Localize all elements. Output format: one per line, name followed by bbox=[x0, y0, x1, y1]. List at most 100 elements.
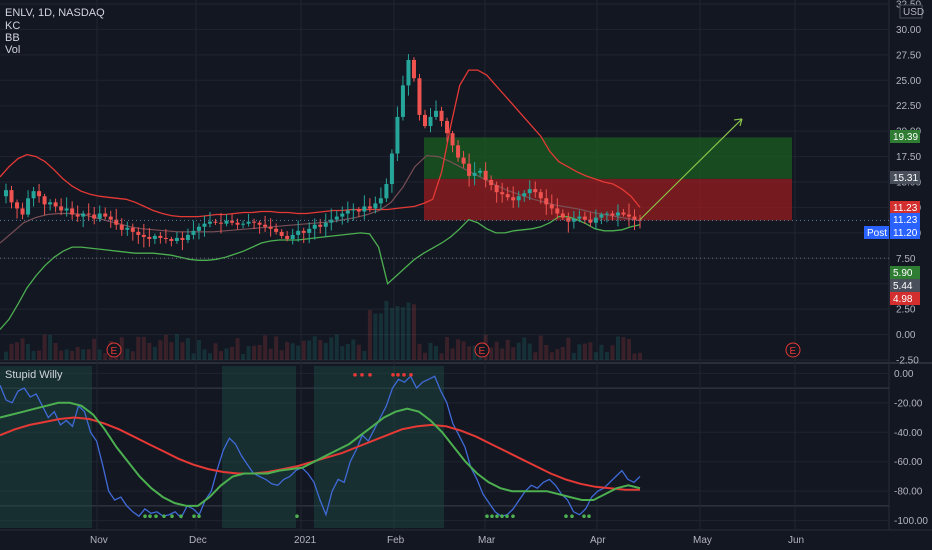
volume-bar bbox=[604, 352, 609, 360]
volume-bar bbox=[4, 351, 8, 360]
candle-body bbox=[467, 163, 472, 176]
volume-bar bbox=[384, 300, 389, 360]
candle-body bbox=[285, 235, 290, 239]
candle-body bbox=[70, 208, 75, 215]
price-tick-label: 0.00 bbox=[896, 330, 916, 341]
volume-bar bbox=[527, 343, 532, 360]
price-tag-label: 4.98 bbox=[893, 294, 913, 305]
candle-body bbox=[163, 237, 168, 239]
candle-body bbox=[219, 222, 224, 224]
price-tag bbox=[890, 171, 920, 184]
volume-bar bbox=[417, 343, 422, 360]
volume-bar bbox=[632, 353, 637, 360]
candle-body bbox=[522, 193, 527, 197]
price-tag-label: 11.20 bbox=[893, 228, 918, 239]
candle-body bbox=[224, 220, 229, 224]
time-tick-label: Feb bbox=[387, 535, 405, 546]
earnings-marker-label: E bbox=[111, 346, 118, 357]
candle-body bbox=[263, 224, 268, 227]
volume-bar bbox=[103, 353, 108, 360]
volume-bar bbox=[125, 348, 130, 360]
volume-bar bbox=[180, 342, 185, 360]
price-tick-label: 2.50 bbox=[896, 305, 916, 316]
signal-dot bbox=[192, 514, 196, 519]
signal-dot bbox=[162, 514, 166, 519]
candle-body bbox=[81, 213, 86, 217]
volume-bar bbox=[92, 338, 97, 360]
candle-body bbox=[356, 209, 361, 212]
symbol-title[interactable]: ENLV, 1D, NASDAQ bbox=[5, 7, 105, 19]
price-tag bbox=[890, 266, 920, 279]
volume-bar bbox=[241, 353, 246, 360]
indicator-bb[interactable]: BB bbox=[5, 32, 20, 44]
signal-dot bbox=[353, 373, 357, 377]
candle-body bbox=[461, 157, 466, 164]
volume-bar bbox=[389, 307, 394, 360]
oscillator-zones bbox=[0, 366, 444, 528]
signal-dot bbox=[154, 514, 158, 519]
volume-bar bbox=[638, 352, 642, 360]
volume-bar bbox=[37, 350, 42, 360]
candle-body bbox=[533, 189, 538, 193]
time-axis[interactable]: Nov Dec 2021 Feb Mar Apr May Jun bbox=[90, 535, 804, 546]
candle-body bbox=[417, 78, 422, 115]
volume-bar bbox=[511, 347, 516, 360]
candle-body bbox=[191, 230, 196, 235]
volume-bar bbox=[158, 340, 163, 360]
volume-bar bbox=[610, 345, 615, 360]
time-tick-label: Mar bbox=[478, 535, 496, 546]
volume-bar bbox=[312, 336, 317, 360]
volume-bar bbox=[566, 337, 571, 360]
candle-body bbox=[301, 230, 306, 233]
candle-body bbox=[114, 219, 119, 225]
signal-dot bbox=[490, 514, 494, 519]
candle-body bbox=[97, 213, 102, 219]
currency-label[interactable]: USD bbox=[903, 7, 924, 18]
candle-body bbox=[86, 213, 91, 215]
oscillator-axis[interactable]: 0.00 -20.00 -40.00 -60.00 -80.00 -100.00 bbox=[894, 369, 928, 527]
candle-body bbox=[185, 234, 190, 240]
oscillator-tick-label: -100.00 bbox=[894, 516, 928, 527]
time-tick-label: May bbox=[693, 535, 712, 546]
candle-body bbox=[395, 116, 400, 154]
volume-bar bbox=[428, 342, 433, 360]
volume-bar bbox=[411, 304, 416, 360]
volume-bar bbox=[467, 346, 472, 360]
signal-dot bbox=[409, 373, 413, 377]
volume-bar bbox=[494, 341, 499, 360]
target-arrow-line bbox=[639, 118, 743, 221]
candle-body bbox=[577, 216, 582, 219]
volume-bar bbox=[555, 349, 560, 360]
signal-dot bbox=[402, 373, 406, 377]
candle-body bbox=[42, 196, 47, 205]
volume-bar bbox=[252, 345, 257, 360]
indicator-kc[interactable]: KC bbox=[5, 20, 20, 32]
volume-bar bbox=[334, 334, 339, 360]
candle-body bbox=[599, 214, 604, 218]
candle-body bbox=[411, 59, 416, 79]
signal-dot bbox=[495, 514, 499, 519]
volume-bar bbox=[75, 346, 80, 360]
price-tag bbox=[890, 201, 920, 214]
candle-body bbox=[274, 228, 279, 232]
signal-dot bbox=[148, 514, 152, 519]
candle-body bbox=[362, 206, 367, 212]
oscillator-title[interactable]: Stupid Willy bbox=[5, 369, 63, 381]
volume-bar bbox=[70, 350, 75, 360]
candle-body bbox=[472, 172, 477, 176]
post-tag-label: Post bbox=[867, 228, 887, 239]
candle-body bbox=[279, 231, 284, 236]
indicator-vol[interactable]: Vol bbox=[5, 44, 20, 56]
currency-badge[interactable] bbox=[899, 4, 923, 19]
signal-dot bbox=[587, 514, 591, 519]
price-tag-label: 19.39 bbox=[893, 132, 918, 143]
earnings-marker bbox=[106, 342, 122, 358]
candle-body bbox=[196, 226, 201, 231]
candle-body bbox=[125, 227, 130, 230]
candle-body bbox=[318, 224, 323, 227]
time-tick-label: 2021 bbox=[294, 535, 317, 546]
oscillator-tick-label: -60.00 bbox=[894, 457, 923, 468]
oscillator-zone bbox=[0, 366, 92, 528]
